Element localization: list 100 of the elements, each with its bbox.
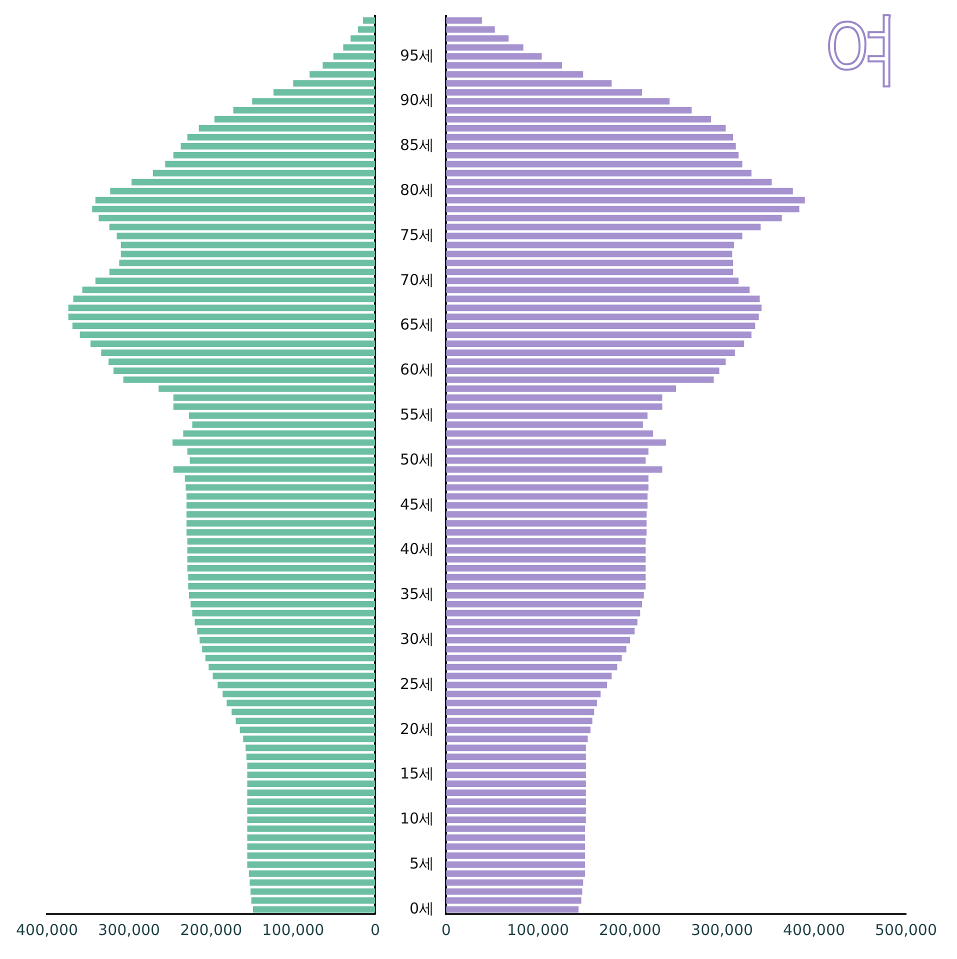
bar <box>446 107 692 114</box>
bar <box>116 232 376 240</box>
bar <box>226 700 376 706</box>
bar <box>446 367 720 374</box>
bar <box>247 780 376 788</box>
bar <box>446 358 726 365</box>
bar <box>183 430 376 437</box>
bar <box>180 142 376 150</box>
bar <box>446 350 735 356</box>
y-tick-label: 45세 <box>400 495 434 514</box>
bar <box>446 628 635 634</box>
y-tick-label: 0세 <box>410 899 434 918</box>
bar <box>109 224 376 230</box>
bar <box>172 439 376 446</box>
bar <box>446 618 638 626</box>
bar <box>446 762 586 770</box>
bar <box>446 879 584 886</box>
bar <box>247 762 376 770</box>
bar <box>247 798 376 805</box>
bar <box>446 708 594 716</box>
bar <box>446 582 646 590</box>
bar <box>165 160 376 168</box>
bar <box>240 726 376 734</box>
bar <box>350 35 376 42</box>
y-tick-label: 50세 <box>400 450 434 468</box>
bar <box>232 708 376 716</box>
bar <box>446 772 586 778</box>
y-tick-label: 95세 <box>400 46 434 64</box>
bar <box>446 430 654 437</box>
bar <box>446 214 782 222</box>
bar <box>73 296 376 302</box>
bar <box>236 718 376 724</box>
y-tick-label: 90세 <box>400 91 434 110</box>
x-tick-label: 100,000 <box>507 920 570 939</box>
bar <box>310 71 376 78</box>
bar <box>222 690 376 698</box>
bar <box>446 511 647 518</box>
bar <box>251 897 376 904</box>
bar <box>108 358 376 365</box>
bar <box>446 125 726 132</box>
bar <box>252 98 376 105</box>
y-tick-label: 70세 <box>400 270 434 289</box>
bar <box>194 618 376 626</box>
bar <box>446 592 644 598</box>
bar <box>113 367 376 374</box>
bar <box>446 870 585 877</box>
bar <box>68 314 376 320</box>
bar <box>123 376 376 383</box>
bar <box>446 888 582 895</box>
bar <box>446 178 772 186</box>
bar <box>200 636 376 644</box>
bar <box>333 53 376 60</box>
bar <box>446 196 805 204</box>
bar <box>95 196 376 204</box>
bar <box>186 484 376 491</box>
bar <box>446 556 646 563</box>
bar <box>446 152 739 158</box>
bar <box>446 286 750 294</box>
bar <box>446 672 612 680</box>
bar <box>446 314 759 320</box>
bar <box>72 322 376 330</box>
bar <box>246 744 376 752</box>
bar <box>446 394 662 401</box>
bar <box>187 556 376 563</box>
bar <box>446 260 734 266</box>
bar <box>446 44 524 51</box>
bar <box>198 125 376 132</box>
bar <box>173 152 376 158</box>
bar <box>446 142 736 150</box>
bar <box>446 906 579 913</box>
bar <box>202 646 376 652</box>
bar <box>446 502 648 509</box>
x-tick-label: 200,000 <box>599 920 662 939</box>
bar <box>233 107 376 114</box>
bar <box>68 304 376 312</box>
bar <box>446 754 586 760</box>
bar <box>212 672 376 680</box>
bar <box>247 772 376 778</box>
y-tick-label: 25세 <box>400 674 434 693</box>
y-tick-label: 5세 <box>410 854 434 872</box>
bar <box>446 26 495 33</box>
bar <box>446 484 648 491</box>
bar <box>446 574 646 580</box>
bar <box>98 214 376 222</box>
bar <box>446 664 618 670</box>
bar <box>187 538 376 545</box>
y-tick-label: 80세 <box>400 181 434 199</box>
bar <box>446 682 608 688</box>
bar <box>446 188 793 194</box>
bar <box>243 736 376 742</box>
bar <box>247 861 376 868</box>
bar <box>446 268 734 276</box>
y-tick-label: 75세 <box>400 226 434 244</box>
bar <box>187 547 376 554</box>
bar <box>446 744 586 752</box>
bar <box>446 332 752 338</box>
x-tick-label: 300,000 <box>98 920 160 939</box>
x-tick-label: 400,000 <box>783 920 846 939</box>
bar <box>188 592 376 598</box>
bar <box>446 529 647 536</box>
